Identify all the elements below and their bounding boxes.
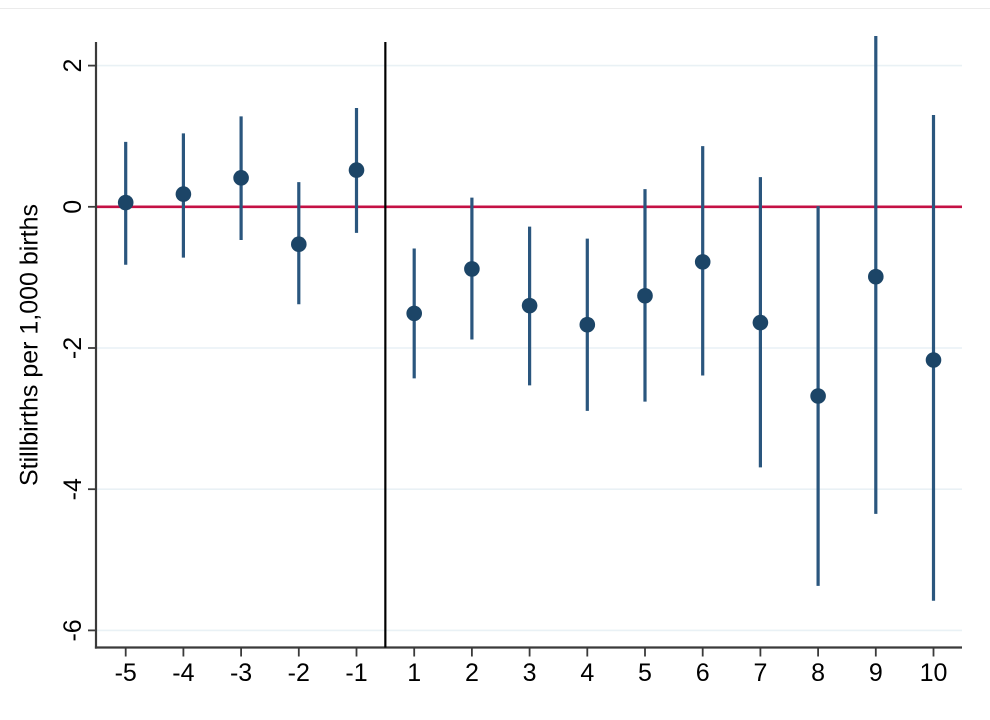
point-marker [291,236,307,253]
y-tick-label: -4 [59,478,87,500]
point-marker [925,352,942,368]
point-marker [175,186,192,202]
point-marker [464,261,480,277]
x-tick-label: -3 [230,659,252,687]
x-tick-label: 7 [753,659,767,687]
point-marker [521,297,538,314]
y-tick-label: -2 [59,337,87,359]
point-marker [406,305,423,322]
x-tick-label: 1 [407,659,421,687]
x-tick-label: -4 [172,659,194,687]
x-tick-label: 9 [869,659,883,687]
point-marker [868,268,884,285]
point-marker [637,287,653,304]
y-tick-label: -6 [59,619,87,641]
x-tick-label: 4 [580,659,594,687]
x-tick-label: 2 [465,659,479,687]
x-tick-label: 10 [920,659,948,687]
x-tick-label: 6 [696,659,710,687]
point-marker [810,388,826,404]
point-marker [694,254,711,270]
x-tick-label: -5 [115,659,137,687]
x-tick-label: 8 [811,659,825,687]
point-marker [752,314,769,331]
x-tick-label: -1 [345,659,367,687]
point-marker [348,162,365,178]
x-tick-label: 5 [638,659,652,687]
y-tick-label: 2 [59,59,87,73]
point-marker [117,194,134,211]
point-marker [579,316,596,333]
y-tick-label: 0 [59,200,87,214]
window-top-border [0,8,990,9]
x-tick-label: -2 [288,659,310,687]
y-axis-title: Stillbirths per 1,000 births [15,203,44,487]
point-marker [233,170,249,186]
x-tick-label: 3 [523,659,537,687]
